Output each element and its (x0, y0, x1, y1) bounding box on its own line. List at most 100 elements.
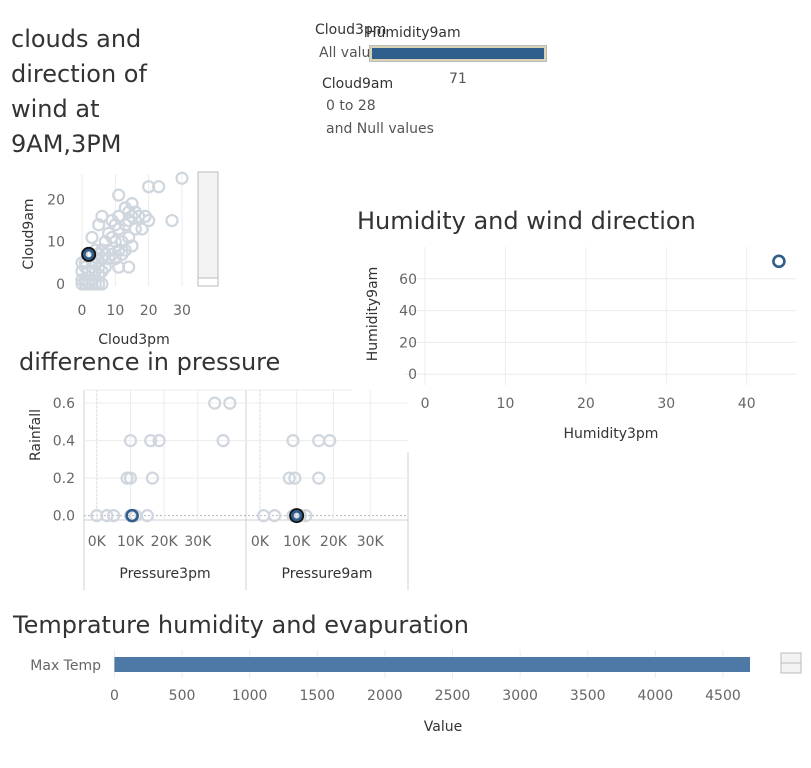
humidity9am-slider-fill (370, 46, 546, 61)
filter-cloud9am-label: Cloud9am (322, 76, 394, 92)
cloud-x-ticks: 0 10 20 30 (78, 303, 191, 319)
humidity-x-tick: 10 (497, 396, 515, 412)
temp-x-tick: 2500 (435, 688, 471, 704)
filter-humidity9am-label: Humidity9am (366, 25, 461, 41)
temp-x-tick: 0 (110, 688, 119, 704)
pressure-point (123, 471, 138, 485)
humidity-title: Humidity and wind direction (357, 207, 696, 235)
pressure-point (208, 396, 222, 410)
pressure-point (267, 509, 282, 523)
pressure3pm-axis-label: Pressure3pm (119, 566, 210, 582)
filter-humidity9am-value: 71 (449, 71, 467, 87)
cloud-point (85, 230, 99, 245)
cloud-point (165, 213, 179, 228)
cloud-scatter-chart: 0 10 20 30 0 10 20 Cloud3pm Cloud9am (21, 171, 219, 348)
filter-cloud9am-range[interactable]: 0 to 28 (326, 98, 376, 114)
pressure-x-tick: 30K (357, 534, 385, 550)
cloud-selected-ring (81, 246, 97, 262)
cloud-points (75, 171, 189, 291)
temp-x-tick: 3500 (570, 688, 606, 704)
cloud-point (142, 213, 156, 228)
humidity-y-tick: 20 (399, 335, 417, 351)
clouds-title-line: clouds and (11, 25, 142, 53)
cloud-x-tick: 20 (140, 303, 158, 319)
humidity-scatter-chart: 0 10 20 30 40 0 20 40 60 Humidity3pm Humidity9a… (365, 247, 796, 442)
temp-x-tick: 4000 (638, 688, 674, 704)
temp-x-tick: 3000 (502, 688, 538, 704)
cloud-y-ticks: 0 10 20 (47, 192, 65, 293)
cloud-y-tick: 10 (47, 235, 65, 251)
pressure-chart: 0K 10K 20K 30K 0K 10K 20K 30K 0.0 0.2 0.4 0.6 Rain… (28, 389, 409, 590)
pressure-point (144, 434, 158, 448)
temp-title: Temprature humidity and evapuration (13, 611, 469, 639)
pressure-x-tick: 0K (88, 534, 107, 550)
filter-cloud3pm-label: Cloud3pm (315, 22, 387, 38)
pressure-point (288, 471, 302, 485)
pressure-selected-ring (289, 508, 305, 524)
pressure-points (90, 396, 337, 523)
humidity-x-ticks: 0 10 20 30 40 (421, 396, 756, 412)
humidity-y-ticks: 0 20 40 60 (399, 272, 417, 383)
pressure-point (216, 434, 230, 448)
pressure-y-tick: 0.4 (53, 434, 75, 450)
pressure-x-tick: 20K (320, 534, 348, 550)
temp-x-ticks: 0 500 1000 1500 2000 2500 3000 3500 4000 4500 (110, 688, 741, 704)
pressure-y-ticks: 0.0 0.2 0.4 0.6 (53, 396, 75, 525)
pressure-highlight (125, 508, 305, 524)
temp-category-label: Max Temp (30, 658, 101, 674)
pressure-point (100, 509, 114, 523)
pressure-x-tick: 10K (283, 534, 311, 550)
temp-bars (114, 657, 751, 672)
pressure-point (323, 434, 337, 448)
cloud-scroll-control[interactable] (197, 171, 219, 287)
pressure-y-tick: 0.2 (53, 471, 75, 487)
cloud-point (122, 260, 136, 274)
cloud-point (152, 180, 166, 194)
cloud-point (95, 209, 109, 223)
pressure-x-tick: 30K (184, 534, 212, 550)
humidity-x-axis-label: Humidity3pm (564, 426, 659, 442)
temp-x-tick: 1500 (299, 688, 335, 704)
temp-x-tick: 2000 (367, 688, 403, 704)
cloud-y-axis-label: Cloud9am (21, 198, 37, 269)
pressure-point (282, 471, 296, 485)
cloud-point (135, 222, 149, 236)
pressure-selected-point (125, 508, 139, 523)
cloud-point (122, 230, 136, 245)
humidity-point (772, 254, 786, 269)
cloud-highlight (81, 246, 97, 262)
pressure-y-axis-label: Rainfall (28, 409, 44, 461)
pressure-x-tick: 10K (117, 534, 145, 550)
clouds-title-line: 9AM,3PM (11, 130, 122, 158)
pressure-point (223, 396, 237, 410)
pressure-x-ticks: 0K 10K 20K 30K 0K 10K 20K 30K (88, 534, 385, 550)
temp-x-tick: 4500 (705, 688, 741, 704)
pressure-x-tick: 20K (151, 534, 179, 550)
cloud-x-tick: 10 (106, 303, 124, 319)
clouds-title: clouds and direction of wind at 9AM,3PM (11, 22, 147, 162)
cloud-x-axis-label: Cloud3pm (98, 332, 169, 348)
filter-cloud9am-null[interactable]: and Null values (326, 121, 434, 137)
temp-scroll-control[interactable] (780, 652, 802, 674)
clouds-title-line: direction of (11, 60, 147, 88)
temp-x-axis-label: Value (424, 719, 462, 735)
cloud-selected-point (83, 248, 95, 260)
pressure-point (152, 434, 166, 448)
cloud-y-tick: 0 (56, 277, 65, 293)
humidity-x-tick: 20 (577, 396, 595, 412)
cloud-point (112, 188, 126, 202)
clouds-title-line: wind at (11, 95, 100, 123)
humidity-y-tick: 40 (399, 304, 417, 320)
pressure-point (312, 471, 326, 485)
humidity-x-tick: 0 (421, 396, 430, 412)
humidity9am-slider-track[interactable] (369, 45, 547, 62)
cloud-x-tick: 0 (78, 303, 87, 319)
pressure-grid (83, 389, 409, 590)
humidity-grid (405, 247, 796, 385)
humidity-x-tick: 30 (657, 396, 675, 412)
temp-x-tick: 500 (169, 688, 196, 704)
temp-bar-chart: 0 500 1000 1500 2000 2500 3000 3500 4000 4500 Max… (30, 650, 802, 735)
pressure-title: difference in pressure (19, 348, 281, 376)
humidity-y-tick: 0 (408, 367, 417, 383)
pressure-point (145, 471, 159, 485)
